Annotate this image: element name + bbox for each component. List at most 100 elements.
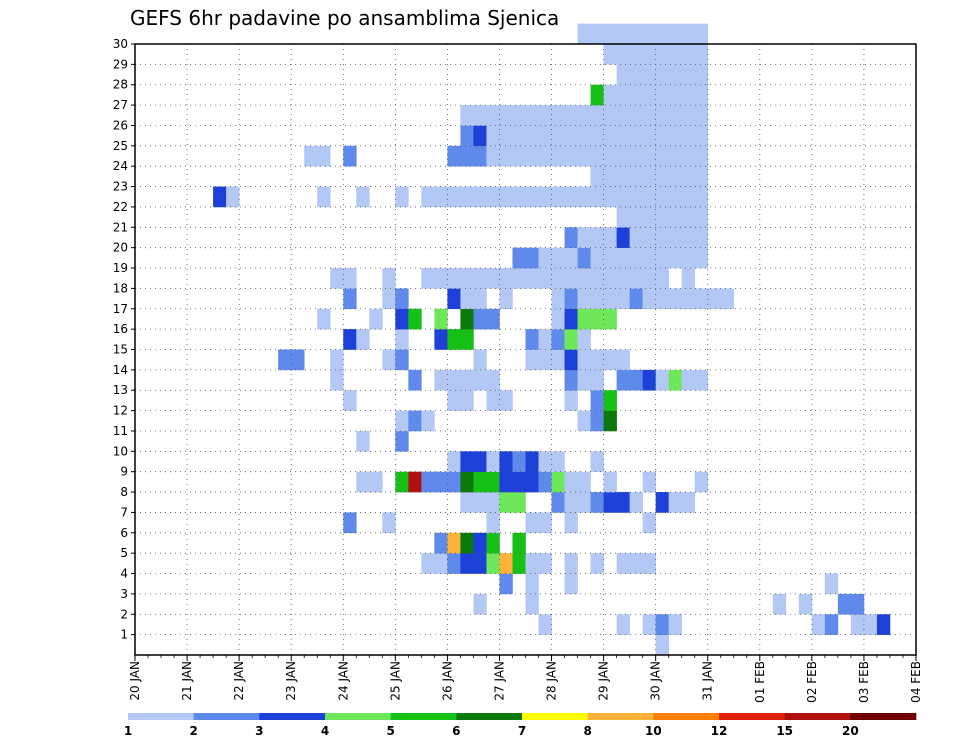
heatmap-cell (655, 206, 669, 228)
heatmap-cell (603, 23, 617, 45)
heatmap-cell (525, 593, 539, 615)
heatmap-cell (434, 186, 448, 208)
heatmap-cell (551, 247, 565, 269)
colorbar-label: 2 (189, 724, 197, 738)
heatmap-cell (590, 288, 604, 310)
heatmap-cell (629, 268, 643, 289)
heatmap-cell (616, 105, 630, 126)
heatmap-cell (291, 349, 305, 371)
y-tick-label: 27 (113, 98, 128, 112)
heatmap-cell (603, 125, 617, 147)
colorbar-segment (259, 713, 326, 720)
heatmap-cell (642, 206, 656, 228)
heatmap-cell (551, 268, 565, 289)
heatmap-cell (590, 186, 604, 208)
x-tick-label: 23 JAN (284, 661, 298, 701)
heatmap-cell (356, 471, 370, 493)
heatmap-cell (551, 186, 565, 208)
heatmap-cell (538, 553, 552, 574)
heatmap-cell (486, 268, 500, 289)
heatmap-cell (421, 186, 435, 208)
y-tick-label: 16 (113, 322, 128, 336)
y-tick-label: 20 (113, 241, 128, 255)
heatmap-cell (486, 145, 500, 167)
heatmap-cell (343, 329, 357, 350)
heatmap-cell (655, 105, 669, 126)
heatmap-cell (486, 308, 500, 330)
colorbar-label: 5 (386, 724, 394, 738)
heatmap-cell (577, 268, 591, 289)
heatmap-cell (603, 44, 617, 65)
heatmap-cell (603, 268, 617, 289)
y-tick-label: 6 (120, 526, 128, 540)
heatmap-cell (213, 186, 227, 208)
heatmap-cell (655, 268, 669, 289)
heatmap-cell (681, 186, 696, 208)
heatmap-cell (590, 84, 604, 106)
heatmap-cell (551, 105, 565, 126)
heatmap-cell (655, 125, 669, 147)
heatmap-cell (395, 471, 409, 493)
heatmap-cell (447, 369, 461, 391)
heatmap-cell (668, 64, 682, 86)
heatmap-cell (395, 349, 409, 371)
heatmap-cell (538, 512, 552, 534)
heatmap-cell (564, 369, 578, 391)
heatmap-cell (525, 329, 539, 350)
heatmap-cell (473, 145, 487, 167)
heatmap-cell (512, 268, 526, 289)
y-tick-label: 5 (120, 546, 128, 560)
heatmap-cell (447, 553, 461, 574)
heatmap-cell (447, 145, 461, 167)
heatmap-cell (343, 390, 357, 411)
heatmap-cell (655, 84, 669, 106)
heatmap-cell (642, 288, 656, 310)
heatmap-cell (590, 369, 604, 391)
heatmap-cell (551, 349, 565, 371)
heatmap-cell (577, 247, 591, 269)
heatmap-cell (824, 573, 839, 595)
colorbar-segment (456, 713, 523, 720)
heatmap-cell (499, 268, 513, 289)
heatmap-cell (538, 105, 552, 126)
heatmap-cell (655, 44, 669, 65)
heatmap-cell (538, 125, 552, 147)
heatmap-cell (538, 451, 552, 472)
heatmap-cell (551, 329, 565, 350)
heatmap-cell (798, 593, 813, 615)
colorbar-label: 8 (583, 724, 591, 738)
heatmap-cell (668, 44, 682, 65)
heatmap-cell (668, 247, 682, 269)
heatmap-cell (551, 471, 565, 493)
heatmap-cell (603, 288, 617, 310)
heatmap-cell (616, 288, 630, 310)
heatmap-cell (655, 166, 669, 187)
heatmap-cell (486, 492, 500, 513)
heatmap-cell (668, 369, 682, 391)
heatmap-cell (629, 206, 643, 228)
x-tick-label: 20 JAN (128, 661, 142, 701)
y-tick-label: 2 (120, 607, 128, 621)
heatmap-cell (590, 125, 604, 147)
heatmap-cell (421, 410, 435, 432)
heatmap-cell (343, 145, 357, 167)
heatmap-cell (681, 145, 696, 167)
heatmap-cell (460, 451, 474, 472)
heatmap-cell (447, 186, 461, 208)
heatmap-cell (668, 84, 682, 106)
heatmap-cell (616, 125, 630, 147)
heatmap-cell (473, 105, 487, 126)
heatmap-cell (772, 593, 787, 615)
heatmap-cell (668, 614, 682, 635)
heatmap-cell (694, 44, 709, 65)
heatmap-cell (694, 23, 709, 45)
heatmap-cell (460, 105, 474, 126)
heatmap-cell (512, 145, 526, 167)
y-tick-label: 13 (113, 383, 128, 397)
heatmap-cell (447, 288, 461, 310)
heatmap-cell (486, 125, 500, 147)
heatmap-cell (473, 553, 487, 574)
heatmap-cell (382, 288, 396, 310)
heatmap-cell (447, 532, 461, 554)
